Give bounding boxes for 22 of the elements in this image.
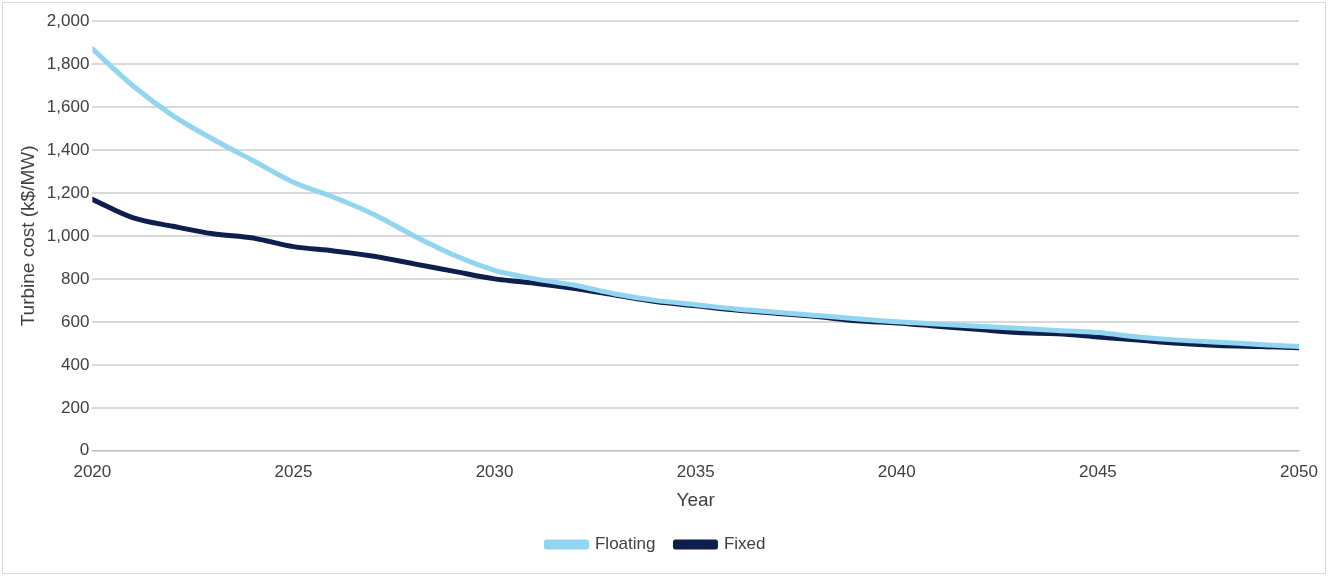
y-tick-label: 1,000 — [46, 225, 90, 245]
y-tick-label: 1,800 — [46, 53, 90, 73]
y-tick-label: 2,000 — [46, 10, 90, 30]
y-tick-label: 1,200 — [46, 182, 90, 202]
x-axis-title: Year — [676, 488, 716, 510]
legend-label: Floating — [594, 534, 656, 554]
x-tick-label: 2045 — [1078, 461, 1117, 481]
y-tick-label: 1,600 — [46, 96, 90, 116]
y-tick-label: 400 — [60, 354, 90, 374]
y-tick-label: 600 — [60, 311, 90, 331]
x-tick-label: 2025 — [274, 461, 313, 481]
y-tick-label: 800 — [60, 268, 90, 288]
x-tick-label: 2050 — [1280, 461, 1318, 481]
x-tick-label: 2020 — [73, 461, 112, 481]
y-tick-label: 0 — [79, 440, 90, 460]
y-tick-label: 1,400 — [46, 139, 90, 159]
x-tick-label: 2030 — [475, 461, 514, 481]
y-tick-label: 200 — [60, 397, 90, 417]
x-tick-label: 2040 — [877, 461, 916, 481]
x-tick-label: 2035 — [676, 461, 715, 481]
y-axis-title: Turbine cost (k$/MW) — [16, 145, 38, 327]
legend-label: Fixed — [723, 534, 766, 554]
